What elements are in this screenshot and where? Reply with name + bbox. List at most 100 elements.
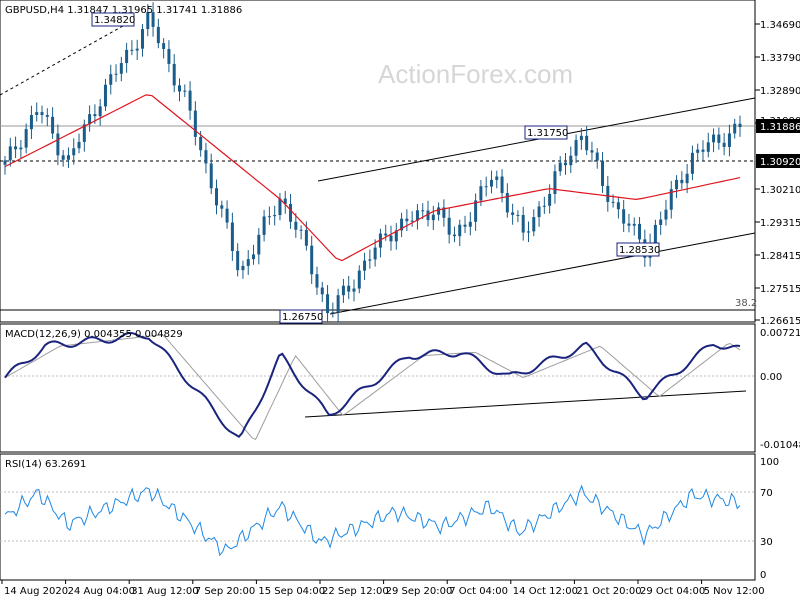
candle-body: [431, 214, 435, 221]
candle-body: [3, 160, 7, 165]
candle-body: [664, 209, 668, 220]
candle-body: [315, 274, 319, 288]
svg-text:1.31750: 1.31750: [527, 128, 568, 139]
candle-body: [638, 223, 642, 240]
candle-body: [511, 212, 515, 215]
y-tick-label: 1.32890: [760, 86, 800, 97]
candle-body: [151, 12, 155, 27]
candle-body: [632, 223, 636, 226]
x-tick-label: 31 Aug 12:00: [131, 586, 198, 597]
x-tick-label: 7 Oct 04:00: [449, 586, 508, 597]
x-tick-label: 14 Oct 12:00: [513, 586, 578, 597]
candle-body: [294, 221, 298, 230]
candle-body: [45, 114, 49, 117]
candle-body: [384, 233, 388, 236]
candle-body: [363, 260, 367, 271]
x-tick-label: 29 Sep 20:00: [386, 586, 453, 597]
candle-body: [627, 223, 631, 226]
candle-body: [437, 207, 441, 215]
candle-body: [172, 63, 176, 86]
macd-line: [4, 331, 741, 438]
candle-body: [24, 129, 28, 148]
candle-body: [489, 179, 493, 187]
candle-body: [410, 220, 414, 222]
candle-body: [447, 217, 451, 235]
candle-body: [590, 150, 594, 153]
candle-body: [109, 74, 113, 85]
channel-lower-line: [329, 232, 756, 315]
trendline-dashed: [0, 21, 131, 96]
candle-body: [326, 294, 330, 314]
candle-body: [606, 185, 610, 202]
candle-body: [35, 112, 39, 116]
candle-body: [701, 149, 705, 152]
candle-body: [574, 140, 578, 156]
candle-body: [378, 233, 382, 248]
candle-body: [368, 259, 372, 261]
price-axis: 1.34690 1.33790 1.32890 1.31990 1.31886 …: [755, 20, 800, 327]
y-tick-label: 1.30210: [760, 185, 800, 196]
candle-body: [56, 133, 60, 156]
candle-body: [495, 176, 499, 180]
candle-body: [82, 124, 86, 142]
candle-body: [601, 160, 605, 186]
candle-body: [167, 49, 171, 64]
candle-body: [51, 116, 55, 134]
candle-body: [177, 85, 181, 92]
svg-text:1.28530: 1.28530: [619, 245, 660, 256]
candle-body: [162, 43, 166, 50]
candle-body: [526, 231, 530, 233]
candle-body: [675, 179, 679, 190]
candle-body: [611, 201, 615, 203]
y-tick-label: 1.27515: [760, 284, 800, 295]
candle-body: [468, 221, 472, 227]
current-price-box: [756, 119, 800, 133]
candle-body: [727, 133, 731, 147]
svg-text:1.26750: 1.26750: [282, 312, 323, 323]
macd-y-label: 0.007213: [760, 328, 800, 339]
candle-body: [289, 203, 293, 222]
candle-body: [77, 141, 81, 149]
candle-body: [241, 265, 245, 271]
candle-body: [125, 49, 129, 64]
candle-body: [347, 285, 351, 292]
candle-body: [696, 149, 700, 153]
candle-body: [500, 176, 504, 194]
x-tick-label: 15 Sep 04:00: [258, 586, 325, 597]
macd-signal-line: [4, 334, 741, 441]
candle-body: [479, 186, 483, 201]
candle-body: [442, 207, 446, 218]
candle-body: [66, 155, 70, 160]
moving-average-line: [4, 94, 741, 262]
candle-body: [188, 90, 192, 111]
price-panel: [0, 0, 756, 323]
candle-body: [135, 48, 139, 51]
candle-body: [304, 229, 308, 246]
candle-body: [717, 134, 721, 143]
candle-body: [140, 29, 144, 49]
candle-body: [299, 229, 303, 231]
candle-body: [273, 215, 277, 217]
macd-title: MACD(12,26,9) 0.004355 0.004829: [5, 329, 183, 340]
callout-low: 1.26750: [279, 309, 323, 324]
candle-body: [421, 210, 425, 212]
candle-body: [685, 173, 689, 184]
candle-body: [553, 171, 557, 194]
candle-body: [267, 216, 271, 218]
candle-body: [61, 155, 65, 160]
dashed-level-box: [756, 154, 800, 168]
x-tick-label: 29 Oct 04:00: [640, 586, 705, 597]
candle-body: [204, 150, 208, 164]
candle-body: [310, 245, 314, 275]
macd-panel: [0, 323, 756, 453]
x-tick-label: 5 Nov 12:00: [704, 586, 765, 597]
candle-body: [252, 254, 256, 260]
candle-body: [389, 235, 393, 242]
fib-label: 38.2: [735, 298, 757, 309]
candle-body: [616, 202, 620, 210]
candle-body: [8, 146, 12, 161]
y-tick-label: 1.26615: [760, 316, 800, 327]
candle-body: [40, 112, 44, 115]
